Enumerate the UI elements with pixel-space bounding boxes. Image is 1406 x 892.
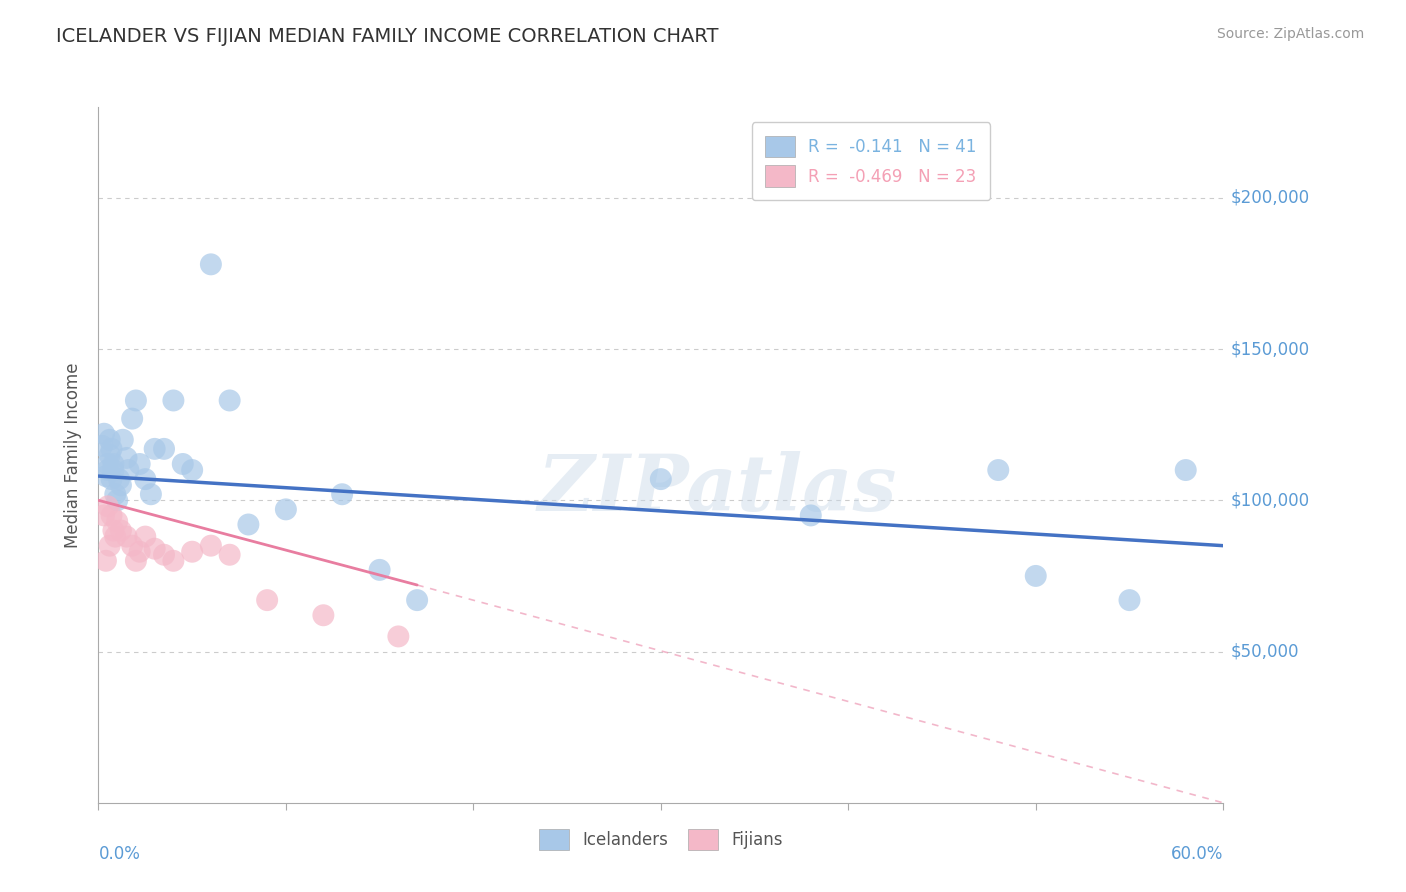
Point: [93, 426, 115, 441]
Point: [103, 457, 125, 471]
Point: [218, 393, 240, 408]
Point: [162, 554, 184, 568]
Text: $200,000: $200,000: [1230, 189, 1309, 207]
Point: [181, 545, 204, 559]
Point: [98, 433, 121, 447]
Point: [104, 530, 127, 544]
Text: 60.0%: 60.0%: [1171, 845, 1223, 863]
Point: [153, 548, 176, 562]
Text: $100,000: $100,000: [1230, 491, 1309, 509]
Point: [125, 554, 148, 568]
Point: [1118, 593, 1140, 607]
Point: [100, 442, 122, 456]
Point: [312, 608, 335, 623]
Point: [94, 554, 117, 568]
Point: [650, 472, 672, 486]
Point: [134, 530, 156, 544]
Point: [100, 508, 122, 523]
Point: [1174, 463, 1197, 477]
Y-axis label: Median Family Income: Median Family Income: [65, 362, 83, 548]
Legend: Icelanders, Fijians: Icelanders, Fijians: [531, 822, 790, 857]
Point: [98, 539, 121, 553]
Point: [125, 393, 148, 408]
Text: $50,000: $50,000: [1230, 642, 1299, 661]
Point: [111, 433, 134, 447]
Point: [128, 545, 150, 559]
Text: Source: ZipAtlas.com: Source: ZipAtlas.com: [1216, 27, 1364, 41]
Point: [134, 472, 156, 486]
Point: [94, 469, 117, 483]
Point: [97, 500, 120, 514]
Point: [121, 539, 143, 553]
Point: [387, 629, 409, 643]
Point: [105, 493, 128, 508]
Point: [162, 393, 184, 408]
Text: 0.0%: 0.0%: [98, 845, 141, 863]
Point: [98, 448, 121, 462]
Point: [800, 508, 823, 523]
Point: [97, 457, 120, 471]
Point: [330, 487, 353, 501]
Point: [139, 487, 162, 501]
Point: [153, 442, 176, 456]
Point: [200, 539, 222, 553]
Text: $150,000: $150,000: [1230, 340, 1309, 358]
Point: [143, 442, 166, 456]
Point: [256, 593, 278, 607]
Point: [117, 463, 139, 477]
Point: [200, 257, 222, 271]
Point: [110, 524, 132, 538]
Point: [172, 457, 194, 471]
Point: [218, 548, 240, 562]
Point: [115, 530, 138, 544]
Point: [181, 463, 204, 477]
Point: [274, 502, 297, 516]
Point: [406, 593, 429, 607]
Point: [103, 524, 125, 538]
Point: [115, 450, 138, 465]
Point: [93, 508, 115, 523]
Point: [110, 478, 132, 492]
Text: ICELANDER VS FIJIAN MEDIAN FAMILY INCOME CORRELATION CHART: ICELANDER VS FIJIAN MEDIAN FAMILY INCOME…: [56, 27, 718, 45]
Point: [368, 563, 391, 577]
Point: [108, 472, 131, 486]
Point: [100, 472, 122, 486]
Point: [103, 463, 125, 477]
Point: [105, 515, 128, 529]
Point: [97, 463, 120, 477]
Point: [91, 439, 114, 453]
Text: ZIPatlas: ZIPatlas: [537, 451, 897, 528]
Point: [128, 457, 150, 471]
Point: [121, 411, 143, 425]
Point: [104, 487, 127, 501]
Point: [1025, 569, 1047, 583]
Point: [143, 541, 166, 556]
Point: [238, 517, 260, 532]
Point: [987, 463, 1010, 477]
